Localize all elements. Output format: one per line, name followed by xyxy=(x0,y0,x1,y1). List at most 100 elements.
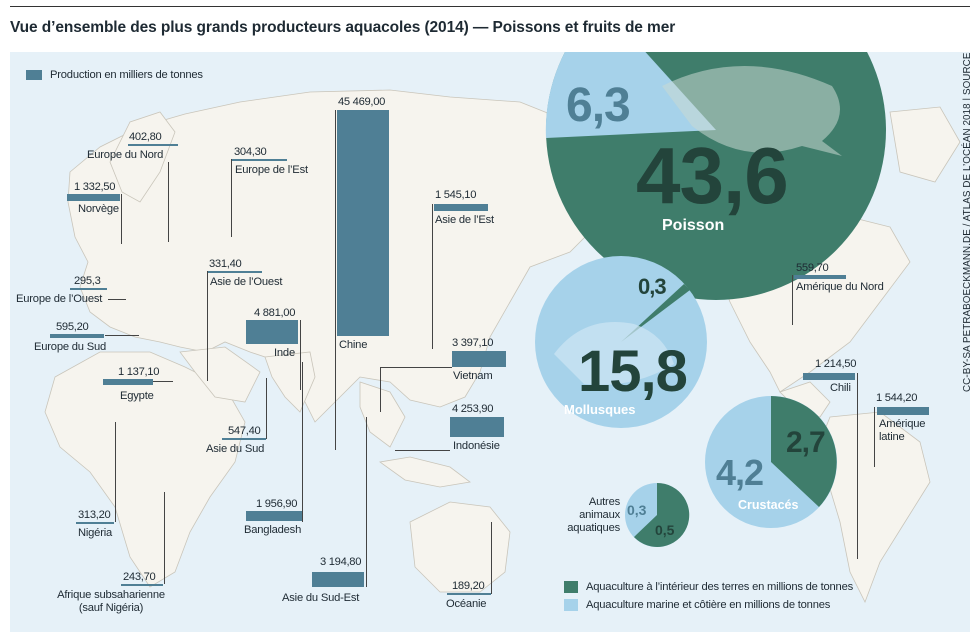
shell-icon xyxy=(554,322,674,385)
value-europe-du-nord: 402,80 xyxy=(129,131,162,143)
label-vietnam: Vietnam xyxy=(453,370,493,382)
label-chine: Chine xyxy=(339,339,368,351)
label-asie-de-l-ouest: Asie de l’Ouest xyxy=(210,276,283,288)
leader-asie-du-sud-est xyxy=(366,417,367,587)
value-chili: 1 214,50 xyxy=(815,358,857,370)
bar-indonesie xyxy=(450,417,504,437)
leader-oceanie xyxy=(491,522,492,594)
legend-bar-swatch xyxy=(26,70,42,80)
value-europe-de-l-est: 304,30 xyxy=(234,146,267,158)
bar-vietnam xyxy=(452,351,506,367)
fish-silhouette-icon xyxy=(662,66,842,156)
bar-amerique-du-nord xyxy=(794,275,846,279)
landmass-australia xyxy=(409,501,511,593)
label-europe-de-l-ouest: Europe de l’Ouest xyxy=(16,293,103,305)
top-rule xyxy=(10,6,970,7)
poisson-marine-value: 6,3 xyxy=(566,79,631,132)
source-credit: CC-BY-SA PETRABOECKMANN.DE / ATLAS DE L’… xyxy=(962,52,970,392)
pie-crustaces xyxy=(705,396,837,528)
label-asie-du-sud-est: Asie du Sud-Est xyxy=(282,592,360,604)
crustaces-marine-value: 4,2 xyxy=(716,452,764,493)
value-norvege: 1 332,50 xyxy=(74,181,116,193)
autres-label: Autres animaux aquatiques xyxy=(567,496,620,534)
pie-mollusques xyxy=(535,256,707,428)
leader-inde xyxy=(300,320,301,390)
leader-chili xyxy=(857,373,858,559)
bar-egypte xyxy=(103,379,153,385)
landmass-africa xyxy=(44,351,246,588)
leader-nigeria xyxy=(115,422,116,522)
landmass-greenland xyxy=(889,106,961,183)
poisson-label: Poisson xyxy=(662,217,725,234)
value-asie-de-l-ouest: 331,40 xyxy=(209,258,242,270)
label-bangladesh: Bangladesh xyxy=(244,524,302,536)
landmass-scandinavia xyxy=(109,111,176,203)
value-europe-de-l-ouest: 295,3 xyxy=(74,275,101,287)
bar-norvege xyxy=(67,194,120,201)
mollusques-label: Mollusques xyxy=(564,402,636,417)
value-amerique-latine: 1 544,20 xyxy=(876,392,918,404)
pie-poisson-marine xyxy=(545,52,716,138)
value-bangladesh: 1 956,90 xyxy=(256,498,298,510)
leader-bangladesh xyxy=(302,362,303,522)
bar-europe-du-nord xyxy=(128,144,178,146)
autres-inland-value: 0,5 xyxy=(655,522,675,538)
pie-autres-inland xyxy=(634,482,690,547)
label-asie-de-l-est: Asie de l’Est xyxy=(435,214,494,226)
bar-afrique-subsaharienne xyxy=(121,584,163,586)
leader-europe-du-sud xyxy=(105,335,139,336)
value-vietnam: 3 397,10 xyxy=(452,337,494,349)
autres-marine-value: 0,3 xyxy=(627,502,647,518)
label-nigeria: Nigéria xyxy=(78,527,113,539)
leader-norvege xyxy=(121,194,122,244)
mollusques-inland-value: 0,3 xyxy=(638,274,667,299)
label-chili: Chili xyxy=(830,382,851,394)
label-norvege: Norvège xyxy=(78,203,119,215)
leader-indonesie xyxy=(395,450,450,451)
value-oceanie: 189,20 xyxy=(452,580,485,592)
crustaces-label: Crustacés xyxy=(738,498,799,512)
pie-poisson xyxy=(545,52,886,300)
bar-asie-de-l-ouest xyxy=(208,271,262,273)
label-amerique-latine: Amérique latine xyxy=(879,418,926,443)
value-europe-du-sud: 595,20 xyxy=(56,321,89,333)
value-afrique-subsaharienne: 243,70 xyxy=(123,571,156,583)
bar-chine xyxy=(337,110,389,336)
label-inde: Inde xyxy=(274,347,295,359)
map-frame: CC-BY-SA PETRABOECKMANN.DE / ATLAS DE L’… xyxy=(10,52,970,632)
leader-amerique-latine xyxy=(874,407,875,467)
value-inde: 4 881,00 xyxy=(254,307,296,319)
leader-vietnam xyxy=(380,367,452,368)
bar-asie-du-sud-est xyxy=(312,572,364,587)
bar-chili xyxy=(803,373,855,380)
leader-chine xyxy=(335,110,336,450)
leader-asie-du-sud xyxy=(266,378,267,439)
leader-asie-de-l-ouest xyxy=(207,271,208,381)
leader-amerique-du-nord xyxy=(792,275,793,325)
leader-europe-de-l-ouest xyxy=(108,299,126,300)
label-egypte: Egypte xyxy=(120,390,154,402)
label-indonesie: Indonésie xyxy=(453,440,500,452)
value-chine: 45 469,00 xyxy=(338,96,386,108)
legend-inland-swatch xyxy=(564,581,578,593)
legend-marine-label: Aquaculture marine et côtière en million… xyxy=(586,599,831,611)
legend-inland-label: Aquaculture à l’intérieur des terres en … xyxy=(586,581,853,593)
leader-vietnam-drop xyxy=(380,367,381,412)
bar-bangladesh xyxy=(246,511,302,521)
label-asie-du-sud: Asie du Sud xyxy=(206,443,265,455)
label-europe-de-l-est: Europe de l’Est xyxy=(235,164,308,176)
bar-europe-du-sud xyxy=(50,334,104,338)
landmass-arabia xyxy=(179,346,261,403)
landmass-indonesia xyxy=(378,456,471,488)
pie-crustaces-inland xyxy=(771,396,837,507)
bar-asie-de-l-est xyxy=(434,204,488,211)
value-asie-de-l-est: 1 545,10 xyxy=(435,189,477,201)
pie-autres xyxy=(625,482,690,547)
leader-afrique-subsaharienne xyxy=(164,492,165,584)
value-egypte: 1 137,10 xyxy=(118,366,160,378)
page-title: Vue d’ensemble des plus grands producteu… xyxy=(10,19,676,36)
mollusques-marine-value: 15,8 xyxy=(578,339,688,404)
bar-amerique-latine xyxy=(877,407,929,415)
leader-europe-de-l-est xyxy=(231,159,232,237)
label-europe-du-sud: Europe du Sud xyxy=(34,341,107,353)
